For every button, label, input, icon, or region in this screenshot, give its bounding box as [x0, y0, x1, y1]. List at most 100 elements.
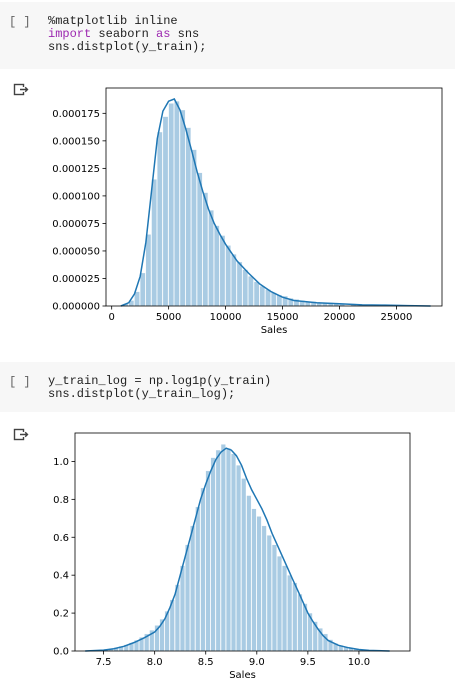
code-text: y_train_log = np.log1p(y_train) — [48, 374, 272, 388]
x-tick-label: 10.0 — [348, 657, 370, 668]
histogram-bar — [174, 584, 180, 652]
histogram-bar — [231, 254, 237, 307]
x-tick-label: 5000 — [156, 312, 181, 323]
axes-frame — [105, 87, 443, 307]
code-keyword: as — [156, 27, 171, 41]
histogram-bar — [174, 101, 180, 307]
histogram-bar — [179, 109, 186, 307]
histogram-bar — [190, 525, 196, 652]
kde-curve — [85, 447, 390, 652]
histogram-bar — [145, 234, 152, 307]
histogram-bar — [277, 556, 282, 652]
histogram-bar — [241, 478, 247, 652]
y-tick-label: 0.0 — [53, 647, 69, 658]
histogram-bar — [205, 470, 211, 652]
y-tick-label: 0.000075 — [52, 219, 100, 230]
run-cell-2-button[interactable]: [ ] — [9, 375, 31, 389]
histogram-bar — [271, 544, 277, 652]
histogram-bar — [242, 269, 248, 307]
y-tick-label: 0.000150 — [52, 136, 100, 147]
histogram-bar — [157, 131, 163, 307]
histogram-bar — [265, 289, 271, 307]
histogram-bar — [185, 544, 190, 652]
y-tick-label: 0.000125 — [52, 164, 100, 175]
histogram-bar — [215, 449, 221, 652]
code-text: sns.distplot(y_train_log); — [48, 387, 236, 401]
histogram-bar — [196, 172, 203, 307]
y-tick-label: 0.000175 — [52, 109, 100, 120]
histogram-bar — [200, 487, 206, 652]
y-tick-label: 0.000000 — [52, 302, 100, 313]
code-line: sns.distplot(y_train); — [48, 41, 206, 54]
histogram-bar — [259, 286, 266, 307]
histogram-bar — [236, 465, 242, 652]
code-line: y_train_log = np.log1p(y_train) — [48, 375, 271, 388]
code-cell-2[interactable]: [ ] y_train_log = np.log1p(y_train) sns.d… — [0, 362, 455, 412]
x-tick-label: 8.0 — [147, 657, 163, 668]
histogram-bar — [292, 582, 298, 652]
histogram-bar — [180, 565, 185, 652]
code-text: sns.distplot(y_train); — [48, 40, 207, 54]
histogram-bar — [168, 103, 174, 307]
histogram-bar — [220, 444, 226, 652]
code-line: %matplotlib inline — [48, 15, 206, 28]
sales-distribution-chart: 0 5000 10000 15000 20000 25000 0.000000 0.00002… — [52, 87, 443, 336]
code-line: sns.distplot(y_train_log); — [48, 388, 271, 401]
histogram-bar — [251, 508, 257, 652]
y-tick-label: 0.2 — [53, 609, 69, 620]
histogram-bar — [248, 276, 254, 307]
histogram-bar — [297, 593, 303, 652]
code-text: %matplotlib inline — [48, 14, 178, 28]
log-sales-distribution-chart: 7.5 8.0 8.5 9.0 9.5 10.0 0.0 0.2 0.4 0.6 0.8 1.0 Sal… — [53, 432, 411, 681]
histogram-bar — [202, 192, 209, 307]
histogram-bar — [253, 281, 260, 307]
y-tick-label: 0.000050 — [52, 246, 100, 257]
code-cell-1[interactable]: [ ] %matplotlib inline import seaborn as … — [0, 2, 455, 69]
kde-curve — [120, 98, 431, 307]
code-keyword: import — [48, 27, 92, 41]
histogram-bar — [226, 448, 231, 652]
histogram-bar — [225, 245, 231, 307]
x-tick-label: 0 — [109, 312, 115, 323]
y-tick-label: 0.8 — [53, 495, 69, 506]
code-text: sns — [170, 27, 200, 41]
x-tick-label: 7.5 — [96, 657, 112, 668]
x-tick-label: 20000 — [324, 312, 356, 323]
y-tick-label: 1.0 — [53, 457, 69, 468]
histogram-bar — [185, 127, 191, 307]
histogram-bar — [287, 575, 293, 652]
x-axis-label: Sales — [261, 325, 288, 336]
code-text: seaborn — [91, 27, 157, 41]
code-editor-2[interactable]: y_train_log = np.log1p(y_train) sns.distp… — [48, 375, 271, 401]
x-tick-label: 8.5 — [198, 657, 214, 668]
x-tick-label: 15000 — [267, 312, 299, 323]
histogram-bar — [261, 525, 267, 652]
y-tick-label: 0.000025 — [52, 274, 100, 285]
x-tick-label: 25000 — [381, 312, 413, 323]
run-cell-1-button[interactable]: [ ] — [9, 15, 31, 29]
histogram-bar — [219, 235, 226, 307]
histogram-bar — [208, 210, 214, 307]
y-tick-label: 0.4 — [53, 571, 69, 582]
histogram-bar — [282, 565, 287, 652]
histogram-bar — [140, 272, 146, 307]
y-tick-label: 0.6 — [53, 533, 69, 544]
y-tick-label: 0.000100 — [52, 191, 100, 202]
histogram-bar — [210, 457, 216, 652]
histogram-bar — [231, 453, 236, 652]
output-arrow-icon — [13, 83, 29, 96]
histogram-bar — [162, 116, 169, 307]
histogram-bar — [191, 149, 197, 307]
code-line: import seaborn as sns — [48, 28, 206, 41]
histogram-bar — [266, 535, 272, 652]
histogram-bar — [246, 495, 252, 652]
histogram-bar — [256, 516, 262, 652]
x-tick-label: 10000 — [210, 312, 242, 323]
axes-frame — [74, 432, 411, 652]
x-tick-label: 9.0 — [249, 657, 265, 668]
x-tick-label: 9.5 — [300, 657, 316, 668]
histogram-bar — [214, 225, 220, 307]
output-arrow-icon — [13, 428, 29, 441]
code-editor-1[interactable]: %matplotlib inline import seaborn as sns s… — [48, 15, 206, 54]
histogram-bar — [236, 261, 243, 307]
